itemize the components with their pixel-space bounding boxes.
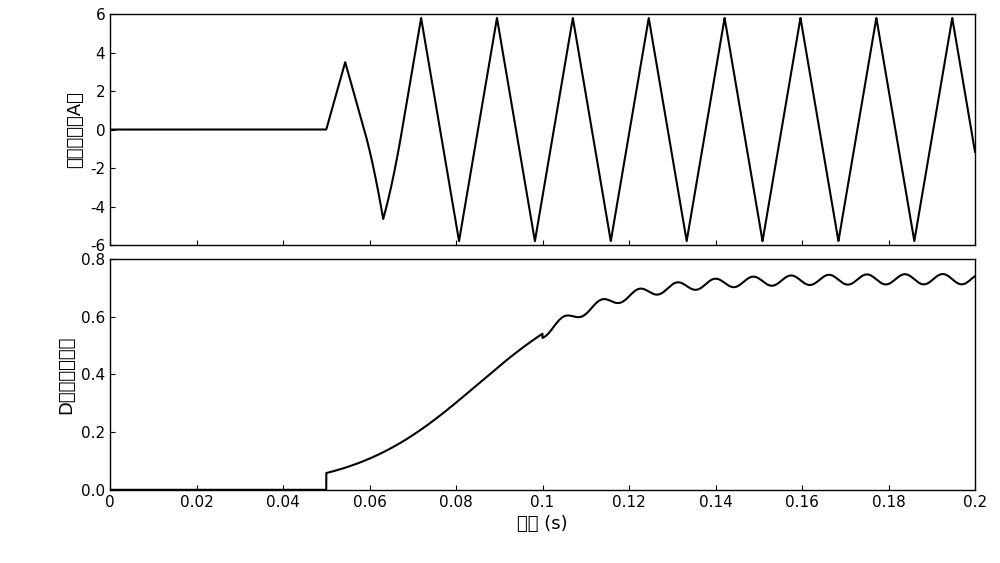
Y-axis label: 短路电路（A）: 短路电路（A） bbox=[66, 91, 84, 168]
Y-axis label: D（直流分量）: D（直流分量） bbox=[57, 335, 75, 414]
X-axis label: 时间 (s): 时间 (s) bbox=[517, 515, 568, 533]
